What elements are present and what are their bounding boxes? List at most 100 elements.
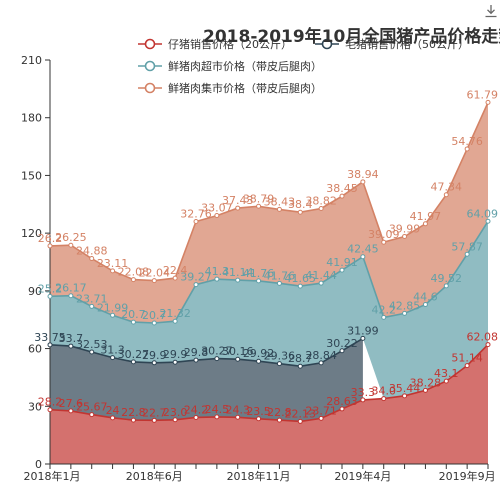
data-point-series-4[interactable] <box>172 275 178 281</box>
data-point-series-2[interactable] <box>110 355 116 361</box>
data-point-series-3[interactable] <box>235 277 241 283</box>
data-label-series-3: 39.27 <box>180 271 212 284</box>
data-point-series-4[interactable] <box>110 268 116 274</box>
data-label-series-4: 47.34 <box>431 181 463 194</box>
data-point-series-2[interactable] <box>151 360 157 366</box>
data-point-series-3[interactable] <box>360 254 366 260</box>
data-point-series-1[interactable] <box>130 417 136 423</box>
data-point-series-4[interactable] <box>193 219 199 225</box>
data-point-series-1[interactable] <box>297 418 303 424</box>
data-point-series-1[interactable] <box>89 412 95 418</box>
data-point-series-3[interactable] <box>276 280 282 286</box>
data-point-series-3[interactable] <box>68 293 74 299</box>
legend-item-3[interactable]: 鲜猪肉超市价格（带皮后腿肉） <box>138 59 322 73</box>
data-point-series-4[interactable] <box>276 206 282 212</box>
data-point-series-1[interactable] <box>443 378 449 384</box>
legend-item-1[interactable]: 仔猪销售价格（20公斤） <box>138 37 292 51</box>
data-point-series-1[interactable] <box>68 408 74 414</box>
data-point-series-4[interactable] <box>47 243 53 249</box>
data-point-series-1[interactable] <box>193 414 199 420</box>
data-point-series-1[interactable] <box>360 397 366 403</box>
data-label-series-2: 33.7 <box>59 332 84 345</box>
data-point-series-3[interactable] <box>214 276 220 282</box>
data-point-series-2[interactable] <box>214 356 220 362</box>
data-point-series-3[interactable] <box>89 303 95 309</box>
data-point-series-4[interactable] <box>214 213 220 219</box>
data-point-series-4[interactable] <box>464 146 470 152</box>
data-point-series-4[interactable] <box>318 205 324 211</box>
data-point-series-2[interactable] <box>318 360 324 366</box>
data-point-series-1[interactable] <box>402 393 408 399</box>
data-point-series-4[interactable] <box>297 209 303 215</box>
data-label-series-4: 61.79 <box>467 88 499 101</box>
data-point-series-4[interactable] <box>235 205 241 211</box>
download-icon[interactable] <box>484 4 498 18</box>
data-point-series-2[interactable] <box>360 335 366 341</box>
data-point-series-4[interactable] <box>422 221 428 227</box>
data-point-series-4[interactable] <box>339 193 345 199</box>
data-point-series-3[interactable] <box>339 267 345 273</box>
data-point-series-2[interactable] <box>172 359 178 365</box>
data-point-series-3[interactable] <box>110 312 116 318</box>
data-point-series-4[interactable] <box>130 277 136 283</box>
data-point-series-2[interactable] <box>130 359 136 365</box>
data-point-series-3[interactable] <box>422 302 428 308</box>
data-point-series-3[interactable] <box>130 319 136 325</box>
data-point-series-3[interactable] <box>381 314 387 320</box>
data-point-series-2[interactable] <box>235 356 241 362</box>
data-point-series-3[interactable] <box>402 310 408 316</box>
data-point-series-2[interactable] <box>89 349 95 355</box>
legend-label: 鲜猪肉集市价格（带皮后腿肉） <box>168 81 322 95</box>
legend-item-2[interactable]: 毛猪销售价格（50公斤） <box>315 37 469 51</box>
data-point-series-3[interactable] <box>443 283 449 289</box>
data-point-series-4[interactable] <box>68 242 74 248</box>
data-point-series-2[interactable] <box>68 343 74 349</box>
data-point-series-3[interactable] <box>47 293 53 299</box>
data-point-series-4[interactable] <box>360 179 366 185</box>
data-point-series-3[interactable] <box>318 280 324 286</box>
legend-item-4[interactable]: 鲜猪肉集市价格（带皮后腿肉） <box>138 81 322 95</box>
data-point-series-4[interactable] <box>256 203 262 209</box>
data-point-series-3[interactable] <box>464 251 470 257</box>
series-areas <box>50 102 488 464</box>
data-point-series-2[interactable] <box>276 361 282 367</box>
data-label-series-2: 30.22 <box>326 337 358 350</box>
data-point-series-2[interactable] <box>193 357 199 363</box>
data-point-series-1[interactable] <box>256 416 262 422</box>
data-point-series-1[interactable] <box>214 414 220 420</box>
data-point-series-3[interactable] <box>297 283 303 289</box>
data-point-series-3[interactable] <box>485 218 491 224</box>
data-label-series-3: 21.99 <box>97 301 129 314</box>
data-point-series-1[interactable] <box>110 415 116 421</box>
data-point-series-3[interactable] <box>151 320 157 326</box>
data-point-series-2[interactable] <box>297 363 303 369</box>
data-point-series-3[interactable] <box>256 278 262 284</box>
data-point-series-4[interactable] <box>151 278 157 284</box>
data-point-series-1[interactable] <box>464 363 470 369</box>
data-point-series-1[interactable] <box>151 417 157 423</box>
data-point-series-4[interactable] <box>381 239 387 245</box>
data-point-series-1[interactable] <box>47 407 53 413</box>
data-point-series-2[interactable] <box>256 358 262 364</box>
data-label-series-2: 29.8 <box>184 346 209 359</box>
data-point-series-2[interactable] <box>339 348 345 354</box>
data-point-series-4[interactable] <box>402 233 408 239</box>
data-point-series-1[interactable] <box>318 415 324 421</box>
data-point-series-4[interactable] <box>89 256 95 262</box>
data-point-series-2[interactable] <box>47 342 53 348</box>
data-label-series-3: 64.09 <box>467 207 499 220</box>
data-point-series-3[interactable] <box>193 282 199 288</box>
data-label-series-1: 24.2 <box>184 403 209 416</box>
data-point-series-1[interactable] <box>485 342 491 348</box>
data-point-series-4[interactable] <box>443 192 449 198</box>
data-point-series-1[interactable] <box>235 414 241 420</box>
data-point-series-1[interactable] <box>276 417 282 423</box>
data-point-series-1[interactable] <box>422 387 428 393</box>
data-point-series-1[interactable] <box>381 396 387 402</box>
data-point-series-1[interactable] <box>172 417 178 423</box>
data-point-series-1[interactable] <box>339 406 345 412</box>
data-point-series-4[interactable] <box>485 99 491 105</box>
legend[interactable]: 仔猪销售价格（20公斤） 毛猪销售价格（50公斤） 鲜猪肉超市价格（带皮后腿肉） 鲜猪… <box>138 37 469 95</box>
data-point-series-3[interactable] <box>172 318 178 324</box>
data-label-series-1: 23.0 <box>163 406 188 419</box>
